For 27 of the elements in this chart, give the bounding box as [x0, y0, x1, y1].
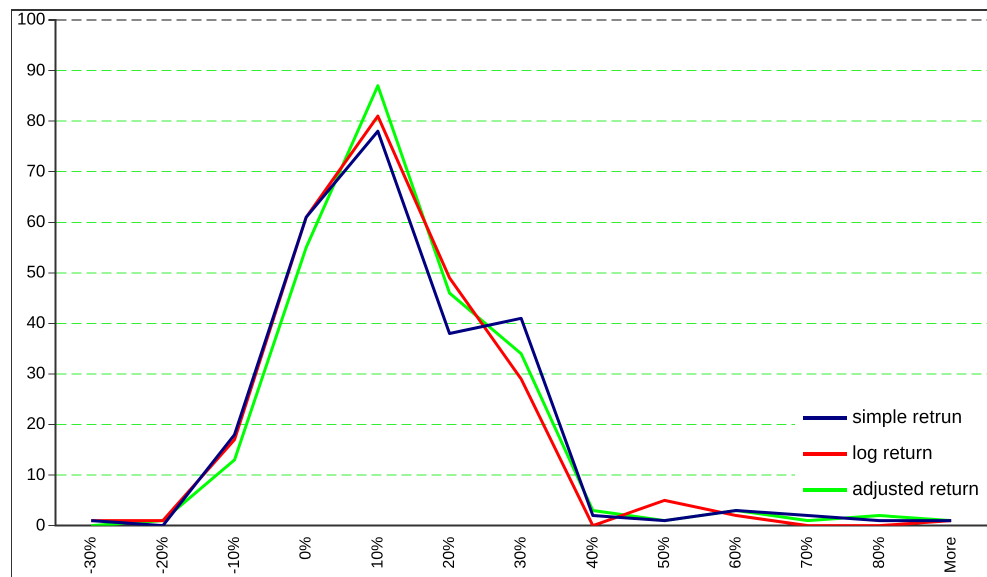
x-tick-label: 10% — [369, 536, 386, 569]
y-tick-label: 0 — [36, 515, 46, 534]
x-tick-label: -10% — [226, 536, 243, 574]
legend-label: simple retrun — [852, 407, 962, 429]
x-tick-label: 60% — [728, 536, 745, 569]
y-tick-label: 80 — [26, 110, 46, 130]
x-tick-label: -30% — [82, 536, 100, 574]
x-tick-label: 20% — [440, 536, 458, 569]
x-tick-label: 80% — [870, 536, 888, 569]
y-tick-label: 30 — [26, 364, 46, 383]
y-tick-label: 50 — [26, 262, 46, 282]
y-tick-label: 90 — [26, 60, 46, 80]
y-tick-label: 70 — [26, 161, 46, 180]
x-tick-label: 40% — [584, 536, 602, 569]
legend-label: adjusted return — [852, 479, 979, 501]
y-tick-label: 40 — [26, 313, 46, 332]
legend-label: log return — [852, 443, 933, 465]
x-tick-label: More — [942, 536, 960, 574]
y-tick-label: 100 — [16, 10, 46, 29]
x-tick-label: 50% — [656, 536, 673, 569]
x-tick-label: 70% — [799, 536, 816, 569]
x-tick-label: 0% — [298, 536, 315, 560]
x-tick-label: -20% — [154, 536, 172, 574]
y-tick-label: 60 — [26, 212, 46, 231]
y-tick-label: 10 — [26, 464, 46, 484]
x-tick-label: 30% — [512, 536, 530, 569]
y-tick-label: 20 — [26, 414, 46, 434]
